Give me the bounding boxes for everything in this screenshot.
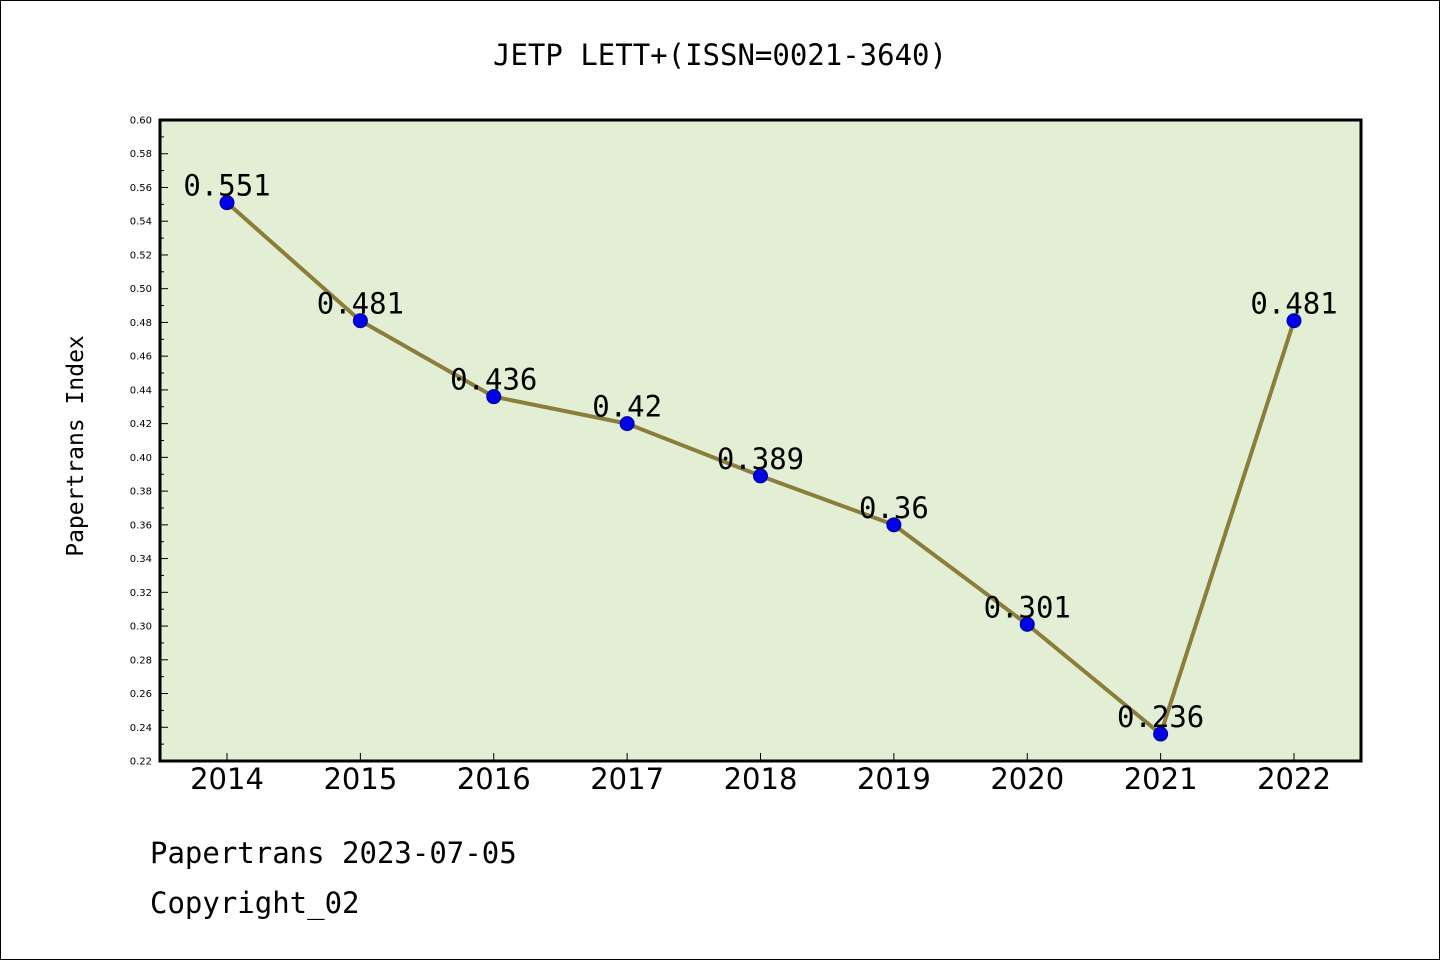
data-point [219,195,235,211]
y-tick-label: 0.26 [130,689,152,700]
data-label: 0.36 [859,491,929,525]
y-tick-label: 0.44 [130,385,152,396]
y-tick-label: 0.24 [130,723,152,734]
x-tick-label: 2020 [990,762,1064,796]
data-label: 0.236 [1117,700,1204,734]
data-label: 0.481 [317,287,404,321]
data-label: 0.42 [592,390,662,424]
chart-title: JETP LETT+(ISSN=0021-3640) [493,38,947,72]
footer-copyright-line: Copyright_02 [150,886,360,920]
y-tick-label: 0.52 [130,250,152,261]
plot-border [158,118,1363,763]
x-tick-label: 2018 [724,762,798,796]
data-point [486,389,502,405]
x-tick-label: 2017 [590,762,664,796]
y-tick-label: 0.36 [130,520,152,531]
y-tick-label: 0.38 [130,487,152,498]
data-point [753,468,768,484]
footer-date-line: Papertrans 2023-07-05 [150,836,517,870]
y-tick-label: 0.58 [130,149,152,160]
plot-area [160,120,1361,761]
data-point [1019,616,1035,632]
data-point [619,416,635,432]
y-tick-label: 0.54 [130,217,152,228]
data-label: 0.301 [984,590,1071,624]
data-point [886,517,902,533]
data-point [1286,313,1302,329]
x-tick-label: 2019 [857,762,931,796]
y-tick-label: 0.60 [130,116,152,127]
x-tick-label: 2022 [1257,762,1331,796]
data-point [352,313,368,329]
y-tick-label: 0.34 [130,554,152,565]
y-tick-label: 0.50 [130,284,152,295]
y-tick-label: 0.40 [130,453,152,464]
y-tick-label: 0.46 [130,352,152,363]
y-tick-label: 0.32 [130,588,152,599]
data-label: 0.389 [717,442,804,476]
y-tick-label: 0.22 [130,757,152,768]
y-tick-label: 0.28 [130,655,152,666]
data-label: 0.551 [183,169,270,203]
x-tick-label: 2014 [190,762,264,796]
x-tick-label: 2016 [457,762,531,796]
y-tick-label: 0.48 [130,318,152,329]
y-tick-label: 0.56 [130,183,152,194]
x-tick-label: 2021 [1124,762,1198,796]
data-label: 0.481 [1250,287,1337,321]
y-tick-label: 0.42 [130,419,152,430]
data-point [1153,726,1169,742]
x-tick-label: 2015 [323,762,397,796]
y-tick-label: 0.30 [130,622,152,633]
data-label: 0.436 [450,363,537,397]
